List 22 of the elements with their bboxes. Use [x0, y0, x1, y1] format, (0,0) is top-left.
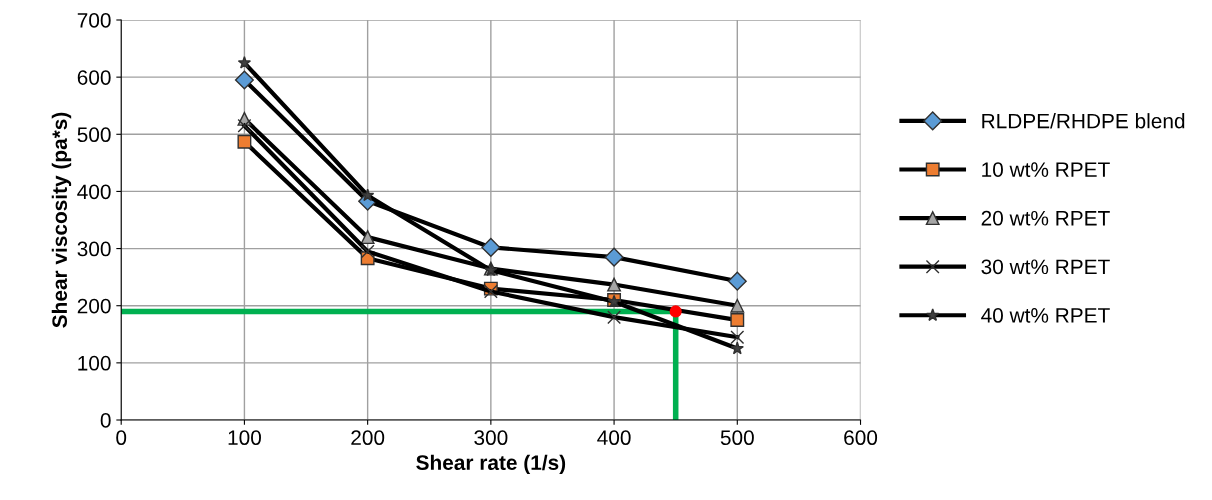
legend-label: 10 wt% RPET: [982, 162, 1110, 178]
x-axis-title: Shear rate (1/s): [416, 454, 566, 475]
legend-label: 30 wt% RPET: [981, 259, 1110, 275]
x-tick-label: 200: [351, 430, 385, 446]
y-tick-label: 300: [77, 241, 111, 257]
x-tick-label: 300: [474, 430, 508, 446]
y-tick-label: 400: [77, 184, 111, 200]
y-tick-label: 0: [100, 413, 111, 428]
x-tick-label: 400: [597, 430, 631, 446]
y-tick-label: 200: [77, 298, 111, 314]
y-tick-label: 600: [77, 70, 111, 85]
y-tick-label: 500: [77, 127, 111, 143]
x-tick-label: 500: [720, 430, 754, 446]
y-axis-title: Shear viscosity (pa*s): [51, 112, 72, 328]
x-tick-label: 600: [844, 430, 878, 446]
legend-label: 40 wt% RPET: [981, 308, 1110, 323]
y-tick-label: 700: [77, 13, 111, 28]
legend-label: RLDPE/RHDPE blend: [982, 113, 1185, 129]
y-tick-label: 100: [78, 355, 111, 371]
legend-label: 20 wt% RPET: [981, 210, 1110, 226]
x-tick-label: 0: [116, 430, 127, 446]
x-tick-label: 100: [228, 430, 261, 446]
